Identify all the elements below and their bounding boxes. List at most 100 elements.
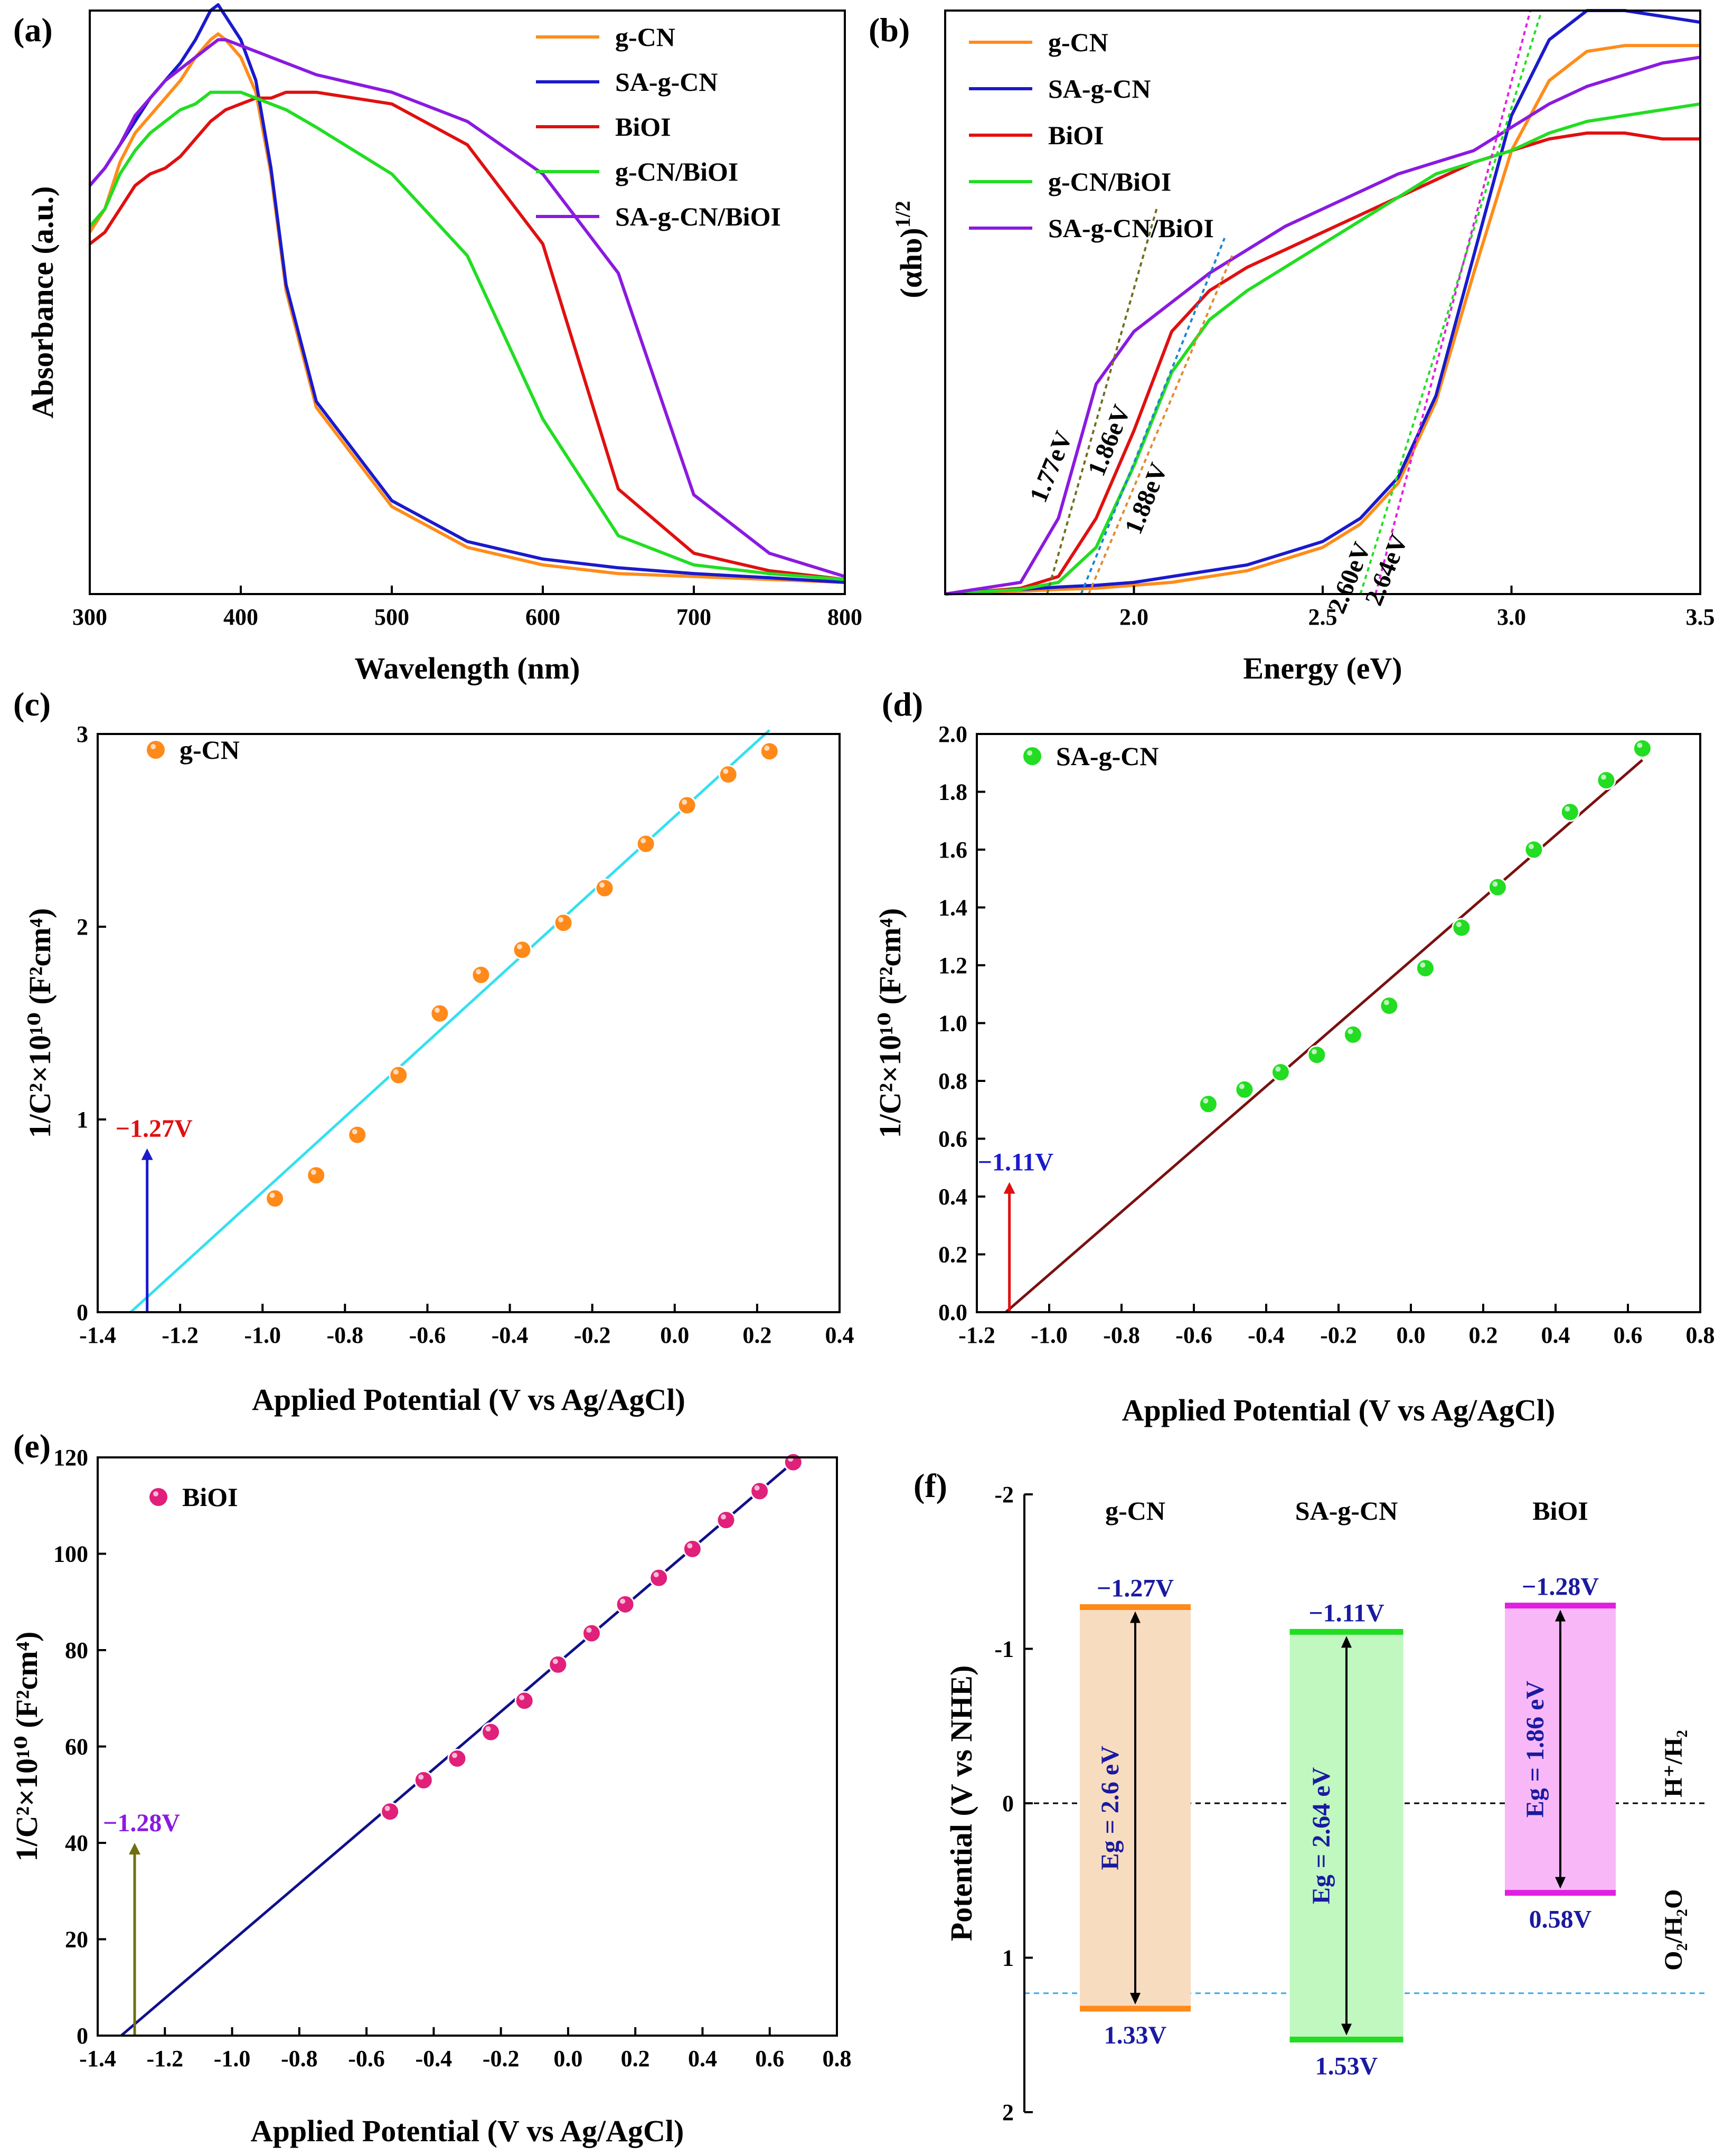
y-axis-title: Potential (V vs NHE) <box>944 1665 978 1942</box>
x-tick-label: 400 <box>223 604 258 630</box>
x-tick-label: -1.2 <box>146 2046 183 2072</box>
series-line-g-CN/BiOI <box>88 90 845 581</box>
data-point <box>1596 770 1616 790</box>
reference-level-label: H⁺/H₂ <box>1660 1730 1688 1797</box>
x-tick-label: 0.6 <box>755 2046 784 2072</box>
legend-marker <box>147 741 165 759</box>
band-gap-arrowhead-down <box>1130 1993 1141 2005</box>
legend-label: g-CN <box>615 22 675 52</box>
legend-marker <box>149 1488 167 1506</box>
data-point-highlight <box>640 838 646 844</box>
panel-f: (f) Potential (V vs NHE) H⁺/H₂ O₂/H₂O g-CN −1… <box>913 1467 1706 2125</box>
data-point-highlight <box>599 882 605 888</box>
data-point <box>1632 738 1652 758</box>
x-tick-label: -0.4 <box>492 1322 529 1348</box>
y-tick-label: 2 <box>1002 2099 1014 2125</box>
x-tick-label: -1.0 <box>244 1322 281 1348</box>
x-tick-label: 0.2 <box>621 2046 650 2072</box>
data-point-highlight <box>475 969 481 975</box>
band-gap-arrowhead-down <box>1555 1877 1566 1889</box>
data-point-highlight <box>310 1169 316 1175</box>
x-axis-title: Wavelength (nm) <box>355 651 580 685</box>
legend-label: g-CN <box>1048 27 1108 57</box>
data-point <box>581 1623 601 1643</box>
x-tick-label: -0.8 <box>327 1322 364 1348</box>
x-tick-label: 2.0 <box>1119 604 1148 630</box>
x-axis-title: Applied Potential (V vs Ag/AgCl) <box>251 2114 684 2148</box>
x-tick-label: 0.8 <box>823 2046 852 2072</box>
flatband-label: −1.27V <box>116 1115 193 1143</box>
series-line-SA-g-CN/BiOI <box>945 55 1701 596</box>
data-point-highlight <box>269 1192 275 1198</box>
x-tick-label: -0.4 <box>416 2046 453 2072</box>
y-tick-label: 0.8 <box>938 1068 967 1094</box>
data-point <box>380 1802 400 1822</box>
x-tick-label: 3.5 <box>1686 604 1715 630</box>
x-tick-label: -1.0 <box>1031 1322 1068 1348</box>
data-point <box>1343 1024 1363 1044</box>
data-point <box>1415 958 1435 978</box>
x-axis-title: Energy (eV) <box>1243 651 1402 685</box>
legend-marker-highlight <box>1027 750 1032 756</box>
y-tick-label: 3 <box>77 721 88 747</box>
x-tick-label: 500 <box>374 604 409 630</box>
panel-label: (e) <box>13 1427 51 1465</box>
data-point <box>1560 802 1580 822</box>
series-line-g-CN/BiOI <box>945 102 1701 596</box>
data-point-highlight <box>1275 1066 1281 1072</box>
data-point-highlight <box>723 768 729 774</box>
y-tick-label: 0 <box>77 1300 88 1325</box>
data-point-highlight <box>620 1598 626 1604</box>
x-tick-label: 0.0 <box>553 2046 582 2072</box>
x-tick-label: 0.2 <box>742 1322 771 1348</box>
x-tick-label: -1.4 <box>79 1322 116 1348</box>
data-point <box>553 913 573 933</box>
data-point <box>1270 1062 1290 1082</box>
x-tick-label: -1.2 <box>958 1322 995 1348</box>
data-point-highlight <box>682 799 687 805</box>
series-line-SA-g-CN <box>945 9 1701 596</box>
y-axis-title: Absorbance (a.u.) <box>25 186 60 419</box>
reference-level-label: O₂/H₂O <box>1660 1889 1688 1971</box>
x-tick-label: 300 <box>72 604 107 630</box>
data-point <box>512 940 532 960</box>
y-tick-label: 2 <box>77 914 88 940</box>
data-point-highlight <box>516 944 522 949</box>
panel-label: (d) <box>882 685 923 723</box>
y-axis-title: 1/C²×10¹⁰ (F²cm⁴) <box>23 908 57 1138</box>
x-tick-label: 0.4 <box>825 1322 854 1348</box>
x-tick-label: -0.2 <box>483 2046 520 2072</box>
legend-label: SA-g-CN <box>615 67 718 97</box>
data-point-highlight <box>552 1659 558 1664</box>
legend-label: g-CN <box>180 735 240 765</box>
data-point-highlight <box>485 1726 491 1732</box>
flatband-arrowhead <box>141 1148 153 1160</box>
data-point <box>750 1481 770 1501</box>
x-axis-title: Applied Potential (V vs Ag/AgCl) <box>1122 1393 1556 1427</box>
data-point <box>716 1510 736 1530</box>
x-tick-label: -0.8 <box>1103 1322 1140 1348</box>
y-tick-label: 0 <box>77 2023 88 2049</box>
y-tick-label: 1.8 <box>938 779 967 805</box>
series-line-BiOI <box>945 131 1700 596</box>
data-point-highlight <box>1348 1029 1353 1034</box>
y-axis-title: 1/C²×10¹⁰ (F²cm⁴) <box>10 1632 44 1862</box>
linear-fit-line <box>129 729 770 1313</box>
vb-potential-label: 1.33V <box>1104 2021 1167 2049</box>
x-tick-label: -0.6 <box>1175 1322 1212 1348</box>
y-tick-label: 1.0 <box>938 1011 967 1037</box>
data-point <box>1379 996 1399 1016</box>
data-point-highlight <box>1203 1098 1209 1104</box>
data-point <box>481 1722 501 1742</box>
y-tick-label: 1 <box>1002 1945 1014 1971</box>
plot-frame-a <box>89 10 846 595</box>
legend-label: SA-g-CN <box>1056 741 1158 771</box>
vb-potential-label: 0.58V <box>1529 1906 1592 1934</box>
tangent-line <box>1080 238 1226 595</box>
data-point <box>413 1770 434 1790</box>
data-point-highlight <box>1637 742 1643 748</box>
x-tick-label: 0.0 <box>1397 1322 1426 1348</box>
data-point <box>1235 1079 1255 1099</box>
band-gap-energy-label: Eg = 2.64 eV <box>1307 1767 1335 1904</box>
tangent-line <box>1359 10 1543 595</box>
